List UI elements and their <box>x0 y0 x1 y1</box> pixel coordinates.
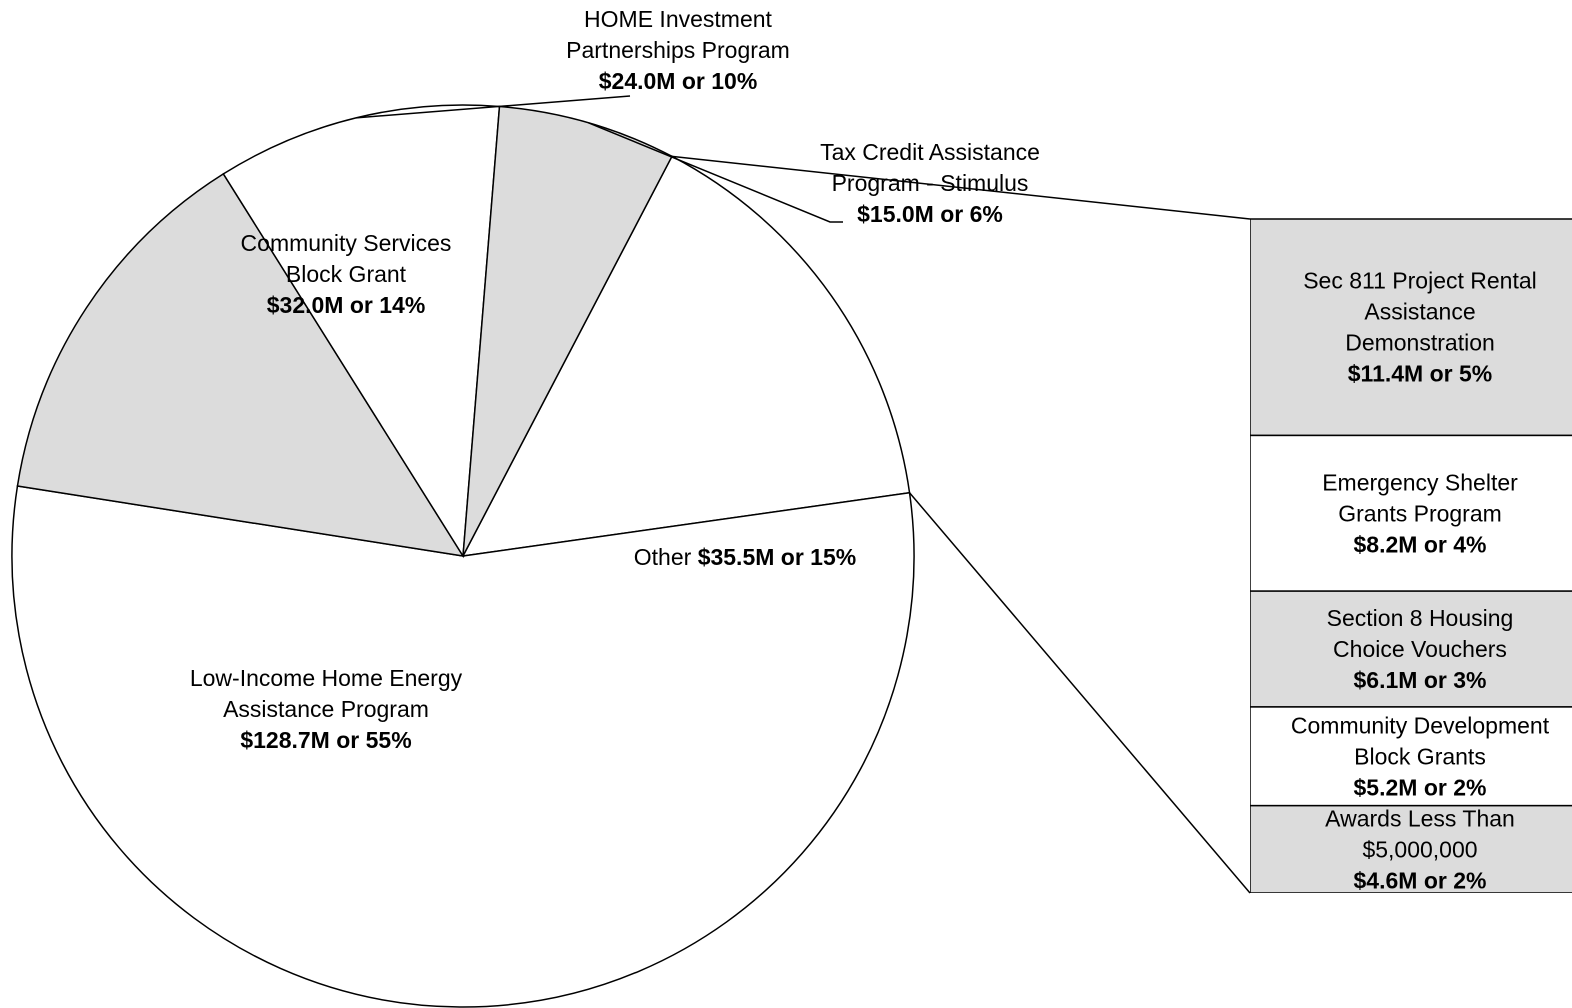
breakdown-label-community-development-block-grants: Community Development Block Grants $5.2M o… <box>1291 712 1550 800</box>
connector-line-bottom <box>908 492 1251 894</box>
leader-lines <box>355 95 843 223</box>
slice-value-home-investment-partnerships-program: $24.0M or 10% <box>599 68 758 94</box>
breakdown-value-section-8-housing-choice-vouchers: $6.1M or 3% <box>1354 667 1487 693</box>
breakdown-segment-community-development-block-grants <box>1250 706 1572 807</box>
breakdown-label-awards-less-than-5-000-000: Awards Less Than $5,000,000 $4.6M or 2% <box>1325 805 1515 893</box>
pie-slice-other <box>461 155 911 557</box>
leader-line-tax-credit <box>587 122 843 223</box>
slice-label-tax-credit-assistance-program-stimulus: Tax Credit Assistance Program - Stimulus $… <box>820 139 1040 227</box>
slice-label-community-services-block-grant: Community Services Block Grant $32.0M or 1… <box>241 230 452 318</box>
breakdown-value-emergency-shelter-grants-program: $8.2M or 4% <box>1354 531 1487 557</box>
slice-value-tax-credit-assistance-program-stimulus: $15.0M or 6% <box>857 201 1003 227</box>
pie-slice-low-income-home-energy-assistance-program <box>11 485 915 1008</box>
breakdown-segment-awards-less-than-5-000-000 <box>1250 804 1572 893</box>
breakdown-label-emergency-shelter-grants-program: Emergency Shelter Grants Program $8.2M or … <box>1322 469 1518 557</box>
leader-line-home-investment <box>355 95 631 119</box>
breakdown-value-community-development-block-grants: $5.2M or 2% <box>1354 774 1487 800</box>
breakdown-label-section-8-housing-choice-vouchers: Section 8 Housing Choice Vouchers $6.1M or… <box>1327 605 1514 693</box>
pie-slices <box>11 104 915 1008</box>
breakdown-value-sec-811-project-rental-assistance-demonstration: $11.4M or 5% <box>1348 361 1492 387</box>
breakdown-segment-sec-811-project-rental-assistance-demonstration <box>1250 218 1572 437</box>
slice-value-other: $35.5M or 15% <box>698 544 857 570</box>
pie-slice-community-services-block-grant <box>16 172 465 557</box>
breakdown-connector-lines <box>671 155 1251 894</box>
slice-label-other: Other $35.5M or 15% <box>634 544 856 570</box>
slice-label-low-income-home-energy-assistance-program: Low-Income Home Energy Assistance Program… <box>190 665 463 753</box>
breakdown-bar: Sec 811 Project Rental Assistance Demonstr… <box>1250 218 1572 893</box>
breakdown-segment-section-8-housing-choice-vouchers <box>1250 590 1572 708</box>
connector-line-top <box>671 155 1251 220</box>
breakdown-label-sec-811-project-rental-assistance-demonstration: Sec 811 Project Rental Assistance Demonstr… <box>1303 268 1537 387</box>
slice-value-community-services-block-grant: $32.0M or 14% <box>267 292 426 318</box>
slice-label-home-investment-partnerships-program: HOME Investment Partnerships Program $24.0… <box>566 6 790 94</box>
breakdown-segment-emergency-shelter-grants-program <box>1250 434 1572 592</box>
slice-value-low-income-home-energy-assistance-program: $128.7M or 55% <box>240 727 411 753</box>
slice-labels: Low-Income Home Energy Assistance Program… <box>190 6 1040 753</box>
breakdown-value-awards-less-than-5-000-000: $4.6M or 2% <box>1354 867 1487 893</box>
